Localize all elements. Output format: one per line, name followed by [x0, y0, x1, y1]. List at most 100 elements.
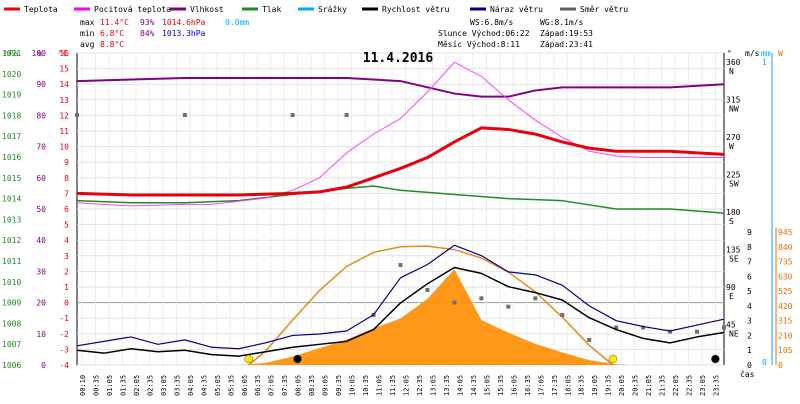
- direction-unit: °: [727, 49, 732, 58]
- humidity-tick: 40: [36, 236, 46, 245]
- x-tick-label: 19:05: [591, 375, 599, 396]
- legend: Teplota Pocitová teplota Vlhkost Tlak Srážky…: [4, 5, 628, 14]
- direction-tick-dir: E: [729, 292, 734, 301]
- temp-tick: 8: [64, 174, 69, 183]
- stats-max-hum: 93%: [140, 18, 155, 27]
- humidity-tick: 80: [36, 111, 46, 120]
- direction-tick-dir: S: [729, 217, 734, 226]
- solar-radiation-area: [241, 245, 630, 366]
- x-tick-label: 01:05: [106, 375, 114, 396]
- sunset-marker: [608, 354, 618, 364]
- wind-direction-point: [641, 325, 646, 330]
- stats-avg-temp: 8.8°C: [100, 40, 124, 49]
- temp-tick: 12: [59, 111, 69, 120]
- x-tick-label: 21:05: [645, 375, 653, 396]
- solar-tick: 315: [778, 317, 793, 326]
- x-tick-label: 02:35: [146, 375, 154, 396]
- wind-direction-point: [587, 338, 592, 342]
- x-tick-label: 03:05: [160, 375, 168, 396]
- wind-tick: 6: [747, 272, 752, 281]
- temp-tick: -4: [59, 361, 69, 370]
- solar-unit: W: [778, 49, 783, 58]
- stats-max-press: 1014.6hPa: [162, 18, 206, 27]
- x-tick-label: 23:05: [699, 375, 707, 396]
- humidity-tick: 0: [41, 361, 46, 370]
- direction-tick-dir: NE: [729, 330, 739, 339]
- solar-theoretical-line: [248, 245, 614, 366]
- wind-direction-point: [479, 296, 484, 301]
- stats-min-temp: 6.8°C: [100, 29, 124, 38]
- pressure-tick: 1009: [2, 299, 21, 308]
- sunset-info: Západ:19:53: [540, 29, 593, 38]
- x-tick-label: 10:35: [362, 375, 370, 396]
- wind-tick: 3: [747, 317, 752, 326]
- wind-direction-point: [398, 263, 403, 267]
- temp-tick: 0: [64, 299, 69, 308]
- wind-unit: m/s: [745, 49, 760, 58]
- humidity-tick: 30: [36, 267, 46, 276]
- x-tick-label: 07:35: [281, 375, 289, 396]
- humidity-tick: 20: [36, 299, 46, 308]
- series-lines: [75, 61, 726, 364]
- pressure-tick: 1010: [2, 278, 21, 287]
- humidity-tick: 100: [32, 49, 47, 58]
- legend-label: Náraz větru: [490, 5, 543, 14]
- x-tick-label: 17:35: [551, 375, 559, 396]
- wind-direction-point: [75, 113, 79, 117]
- pressure-line: [76, 185, 725, 214]
- direction-tick: 135: [726, 246, 741, 255]
- legend-label: Pocitová teplota: [94, 5, 171, 14]
- wind-direction-point: [560, 313, 565, 317]
- x-tick-label: 16:35: [524, 375, 532, 396]
- direction-tick-dir: W: [729, 142, 734, 151]
- wind-tick: 1: [747, 346, 752, 355]
- temp-tick: 5: [64, 221, 69, 230]
- x-tick-label: 07:05: [268, 375, 276, 396]
- x-tick-label: 13:35: [443, 375, 451, 396]
- temp-tick: 1: [64, 283, 69, 292]
- direction-tick: 45: [726, 321, 736, 330]
- solar-tick: 525: [778, 287, 793, 296]
- stats-block: max 11.4°C 93% 1014.6hPa 0.0mm min 6.8°C…: [80, 18, 249, 49]
- moonset-marker: [711, 354, 720, 364]
- temp-tick: 15: [59, 65, 69, 74]
- pressure-tick: 1021: [2, 49, 21, 58]
- temp-tick: 13: [59, 96, 69, 105]
- temp-tick: 7: [64, 189, 69, 198]
- x-tick-label: 04:05: [187, 375, 195, 396]
- temp-tick: 4: [64, 236, 69, 245]
- moon-info: Měsíc Východ:8:11: [438, 40, 520, 49]
- x-tick-label: 14:05: [456, 375, 464, 396]
- x-tick-label: 09:05: [322, 375, 330, 396]
- axes: 00:10 00:35 01:05 01:35 02:05 02:35 03:05 03:35…: [2, 49, 793, 396]
- legend-label: Tlak: [262, 5, 281, 14]
- x-tick-label: 19:35: [605, 375, 613, 396]
- direction-tick: 315: [726, 96, 741, 105]
- pressure-tick: 1013: [2, 215, 21, 224]
- pressure-tick: 1014: [2, 195, 21, 204]
- wind-direction-point: [506, 304, 511, 309]
- x-tick-label: 03:35: [173, 375, 181, 396]
- direction-tick-dir: SE: [729, 255, 739, 264]
- x-tick-label: 18:05: [564, 375, 572, 396]
- x-tick-label: 14:35: [470, 375, 478, 396]
- wind-direction-point: [533, 296, 538, 301]
- x-tick-label: 21:35: [659, 375, 667, 396]
- stats-max-label: max: [80, 18, 95, 27]
- pressure-tick: 1007: [2, 340, 21, 349]
- x-tick-label: 01:35: [119, 375, 127, 396]
- x-tick-label: 05:05: [214, 375, 222, 396]
- pressure-unit: hPa: [4, 49, 19, 58]
- stats-min-press: 1013.3hPa: [162, 29, 206, 38]
- x-tick-label: 11:05: [376, 375, 384, 396]
- pressure-tick: 1015: [2, 174, 21, 183]
- x-tick-label: 15:05: [483, 375, 491, 396]
- x-tick-label: 12:05: [403, 375, 411, 396]
- temp-tick: 2: [64, 267, 69, 276]
- direction-tick: 90: [726, 283, 736, 292]
- wind-direction-point: [668, 329, 673, 334]
- sun-info: Slunce Východ:06:22: [438, 29, 530, 38]
- stats-avg-label: avg: [80, 40, 95, 49]
- humidity-tick: 50: [36, 205, 46, 214]
